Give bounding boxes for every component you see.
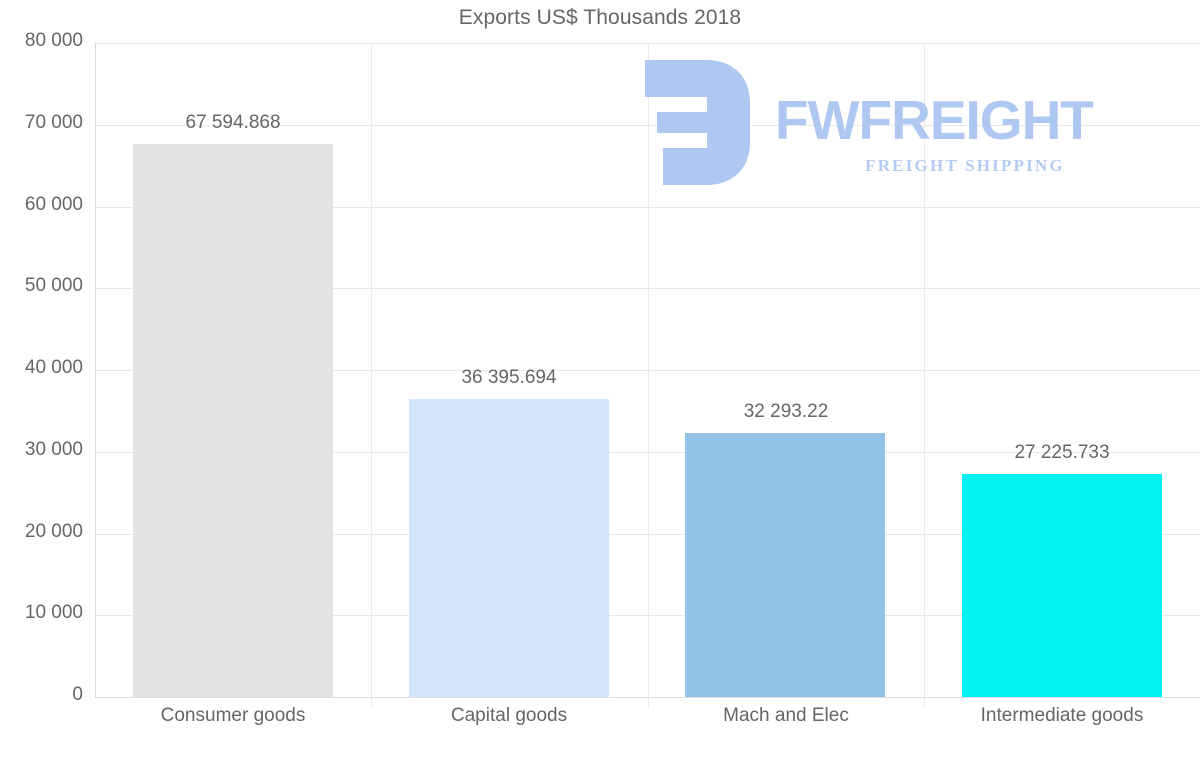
y-axis-tick-label: 20 000 (24, 520, 83, 542)
gridline (95, 370, 1200, 371)
bar-value-label: 32 293.22 (743, 401, 829, 422)
gridline (95, 615, 1200, 617)
bar-value-label: 36 395.694 (461, 367, 557, 389)
y-axis-tick-label: 10 000 (24, 602, 83, 624)
bar-value-label: 67 594.868 (185, 112, 281, 134)
y-axis-tick-label: 40 000 (24, 357, 83, 378)
x-axis-tick-label: Intermediate goods (980, 705, 1144, 726)
y-axis-tick-label: 70 000 (24, 111, 83, 133)
y-axis-tick-label: 30 000 (24, 438, 83, 460)
bar[interactable] (962, 474, 1162, 697)
gridline (95, 288, 1200, 290)
x-axis-tick-label: Consumer goods (160, 705, 306, 726)
bar-value-label: 27 225.733 (1014, 442, 1110, 464)
y-axis-line (95, 43, 96, 697)
category-separator (648, 43, 649, 707)
x-axis-tick-label: Mach and Elec (723, 705, 849, 726)
bar[interactable] (685, 433, 885, 697)
gridline (95, 43, 1200, 44)
plot-area: 67 594.868 36 395.694 32 293.22 27 225.733 (95, 43, 1200, 707)
y-axis-tick-label: 50 000 (24, 275, 83, 297)
y-axis-tick-label: 60 000 (24, 193, 83, 215)
category-separator (924, 43, 925, 707)
chart-title: Exports US$ Thousands 2018 (458, 6, 742, 29)
gridline (95, 206, 1200, 208)
gridline (95, 451, 1200, 453)
gridline (95, 697, 1200, 698)
gridline (95, 533, 1200, 535)
y-axis-tick-label: 80 000 (24, 30, 83, 51)
x-axis-tick-label: Capital goods (450, 705, 568, 726)
category-separator (371, 43, 372, 707)
bar[interactable] (133, 144, 333, 697)
bar[interactable] (409, 399, 609, 697)
y-axis-tick-label: 0 (72, 684, 83, 705)
